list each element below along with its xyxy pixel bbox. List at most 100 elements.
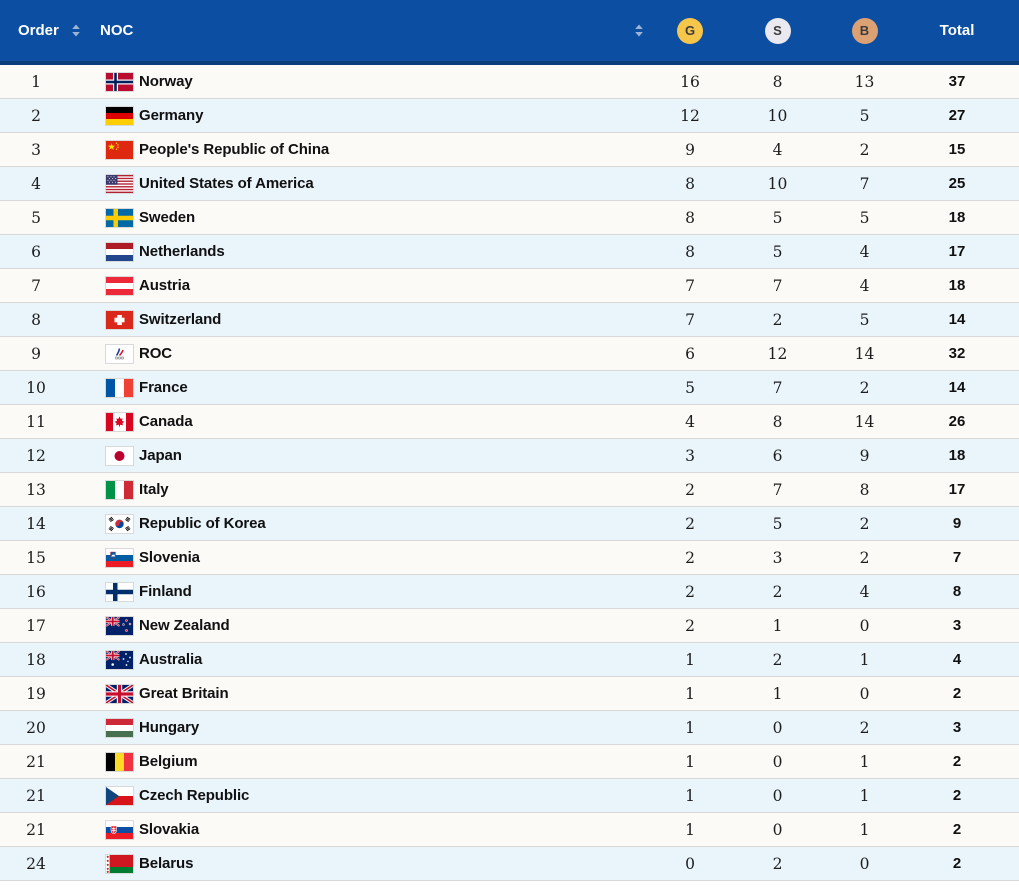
noc-name: Japan <box>139 447 182 464</box>
noc-name: Canada <box>139 413 193 430</box>
column-header-silver: S <box>734 17 821 44</box>
bronze-count-cell: 7 <box>859 174 870 193</box>
table-row[interactable]: 7 Austria 7 7 4 18 <box>0 269 1019 303</box>
order-header-label: Order <box>18 22 59 39</box>
table-row[interactable]: 14 Republic of Korea 2 5 2 9 <box>0 507 1019 541</box>
total-count-cell: 2 <box>952 787 962 804</box>
order-cell: 4 <box>31 174 41 193</box>
table-row[interactable]: 21 Belgium 1 0 1 2 <box>0 745 1019 779</box>
flag-greatbritain-icon <box>105 683 134 704</box>
gold-count-cell: 12 <box>680 106 700 125</box>
silver-count-cell: 4 <box>772 140 783 159</box>
noc-cell: Norway <box>72 71 646 92</box>
table-row[interactable]: 16 Finland 2 2 4 8 <box>0 575 1019 609</box>
table-row[interactable]: 20 Hungary 1 0 2 3 <box>0 711 1019 745</box>
bronze-count-cell: 2 <box>859 718 870 737</box>
bronze-count-cell: 2 <box>859 514 870 533</box>
order-cell: 11 <box>26 412 46 431</box>
sort-noc-icon[interactable] <box>634 24 644 37</box>
noc-cell: Slovakia <box>72 819 646 840</box>
bronze-count-cell: 4 <box>859 582 870 601</box>
noc-cell: ROC <box>72 343 646 364</box>
table-row[interactable]: 6 Netherlands 8 5 4 17 <box>0 235 1019 269</box>
silver-count-cell: 0 <box>772 820 783 839</box>
table-row[interactable]: 15 Slovenia 2 3 2 7 <box>0 541 1019 575</box>
table-body: 1 Norway 16 8 13 37 2 Germany 12 10 5 27… <box>0 65 1019 881</box>
noc-name: New Zealand <box>139 617 230 634</box>
flag-netherlands-icon <box>105 241 134 262</box>
table-row[interactable]: 12 Japan 3 6 9 18 <box>0 439 1019 473</box>
flag-usa-icon <box>105 173 134 194</box>
bronze-count-cell: 8 <box>859 480 870 499</box>
total-count-cell: 37 <box>948 73 966 90</box>
gold-count-cell: 1 <box>685 820 695 839</box>
flag-austria-icon <box>105 275 134 296</box>
total-count-cell: 18 <box>948 277 966 294</box>
order-cell: 16 <box>26 582 46 601</box>
noc-name: Slovakia <box>139 821 200 838</box>
total-count-cell: 4 <box>952 651 962 668</box>
noc-cell: Finland <box>72 581 646 602</box>
total-count-cell: 26 <box>948 413 966 430</box>
silver-count-cell: 5 <box>772 242 783 261</box>
noc-name: Great Britain <box>139 685 229 702</box>
gold-count-cell: 1 <box>685 718 695 737</box>
column-header-noc[interactable]: NOC <box>72 22 646 39</box>
table-row[interactable]: 8 Switzerland 7 2 5 14 <box>0 303 1019 337</box>
table-row[interactable]: 10 France 5 7 2 14 <box>0 371 1019 405</box>
noc-cell: New Zealand <box>72 615 646 636</box>
gold-count-cell: 4 <box>685 412 695 431</box>
table-row[interactable]: 2 Germany 12 10 5 27 <box>0 99 1019 133</box>
table-row[interactable]: 9 ROC 6 12 14 32 <box>0 337 1019 371</box>
column-header-total: Total <box>908 22 1019 39</box>
noc-name: Netherlands <box>139 243 225 260</box>
flag-slovenia-icon <box>105 547 134 568</box>
table-row[interactable]: 17 New Zealand 2 1 0 3 <box>0 609 1019 643</box>
table-row[interactable]: 18 Australia 1 2 1 4 <box>0 643 1019 677</box>
flag-canada-icon <box>105 411 134 432</box>
table-row[interactable]: 13 Italy 2 7 8 17 <box>0 473 1019 507</box>
flag-switzerland-icon <box>105 309 134 330</box>
order-cell: 12 <box>26 446 46 465</box>
noc-cell: Italy <box>72 479 646 500</box>
table-row[interactable]: 24 Belarus 0 2 0 2 <box>0 847 1019 881</box>
noc-cell: Belarus <box>72 853 646 874</box>
total-count-cell: 32 <box>948 345 966 362</box>
noc-cell: Sweden <box>72 207 646 228</box>
bronze-count-cell: 2 <box>859 378 870 397</box>
column-header-gold: G <box>646 17 734 44</box>
silver-count-cell: 7 <box>772 480 783 499</box>
table-row[interactable]: 21 Czech Republic 1 0 1 2 <box>0 779 1019 813</box>
gold-count-cell: 3 <box>685 446 695 465</box>
order-cell: 21 <box>26 820 46 839</box>
noc-name: Austria <box>139 277 190 294</box>
table-row[interactable]: 11 Canada 4 8 14 26 <box>0 405 1019 439</box>
total-count-cell: 14 <box>948 379 966 396</box>
table-row[interactable]: 3 People's Republic of China 9 4 2 15 <box>0 133 1019 167</box>
table-header: Order NOC G S B Total <box>0 0 1019 65</box>
table-row[interactable]: 1 Norway 16 8 13 37 <box>0 65 1019 99</box>
order-cell: 15 <box>26 548 46 567</box>
table-row[interactable]: 21 Slovakia 1 0 1 2 <box>0 813 1019 847</box>
sort-order-icon[interactable] <box>71 24 81 37</box>
bronze-count-cell: 1 <box>859 650 870 669</box>
noc-cell: Netherlands <box>72 241 646 262</box>
order-cell: 14 <box>26 514 46 533</box>
bronze-count-cell: 0 <box>859 854 870 873</box>
bronze-count-cell: 5 <box>859 310 870 329</box>
order-cell: 21 <box>26 752 46 771</box>
order-cell: 20 <box>26 718 46 737</box>
table-row[interactable]: 4 United States of America 8 10 7 25 <box>0 167 1019 201</box>
order-cell: 13 <box>26 480 46 499</box>
table-row[interactable]: 5 Sweden 8 5 5 18 <box>0 201 1019 235</box>
noc-header-label: NOC <box>100 22 134 39</box>
total-count-cell: 25 <box>948 175 966 192</box>
noc-name: Italy <box>139 481 169 498</box>
silver-count-cell: 10 <box>767 106 788 125</box>
silver-count-cell: 2 <box>772 650 783 669</box>
table-row[interactable]: 19 Great Britain 1 1 0 2 <box>0 677 1019 711</box>
order-cell: 10 <box>26 378 46 397</box>
bronze-count-cell: 4 <box>859 276 870 295</box>
silver-count-cell: 7 <box>772 378 783 397</box>
column-header-order[interactable]: Order <box>0 22 80 39</box>
